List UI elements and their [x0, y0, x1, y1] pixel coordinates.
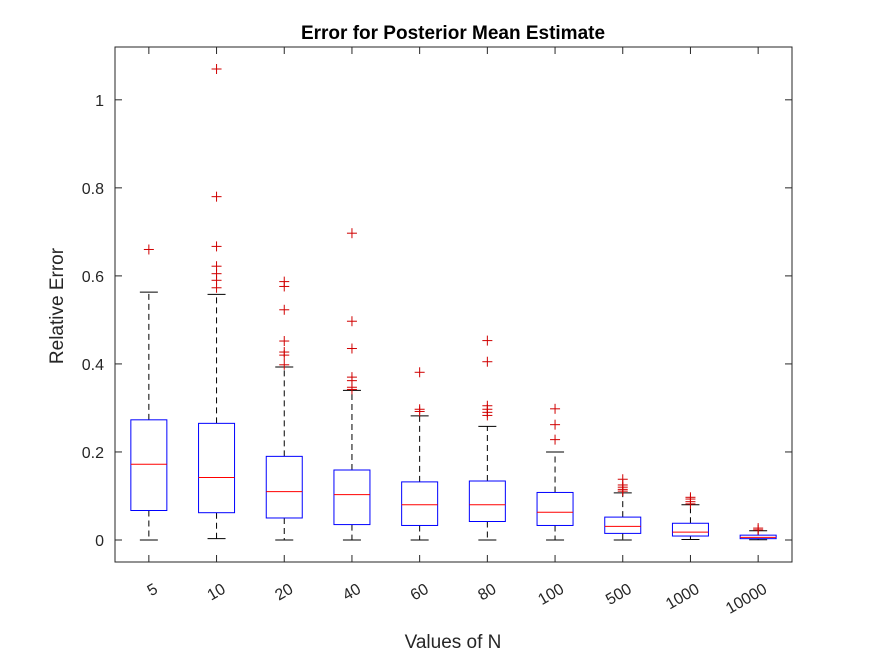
outlier-marker	[211, 261, 222, 272]
outlier-marker	[482, 335, 493, 346]
y-tick-label: 0	[95, 533, 104, 550]
box-500	[604, 474, 642, 541]
y-tick-label: 1	[95, 93, 104, 110]
y-tick-label: 0.8	[82, 181, 104, 198]
outlier-marker	[414, 404, 425, 415]
outlier-marker	[211, 64, 222, 75]
y-tick-label: 0.6	[82, 269, 104, 286]
outlier-marker	[211, 191, 222, 202]
box-5	[130, 244, 168, 541]
outlier-marker	[753, 523, 764, 534]
iqr-box	[604, 516, 642, 534]
x-tick-label: 20	[272, 581, 296, 605]
x-tick-label: 80	[475, 581, 499, 605]
outlier-marker	[550, 419, 561, 430]
box-80	[468, 335, 506, 541]
iqr-box	[198, 422, 236, 514]
x-tick-label: 10	[205, 581, 229, 605]
chart-title: Error for Posterior Mean Estimate	[301, 23, 605, 44]
box-100	[536, 403, 574, 541]
outlier-marker	[211, 241, 222, 252]
box-10000	[739, 523, 777, 541]
iqr-box	[671, 522, 709, 537]
outlier-marker	[346, 316, 357, 327]
outlier-marker	[279, 304, 290, 315]
outlier-marker	[685, 492, 696, 503]
iqr-box	[333, 469, 371, 526]
x-tick-label: 60	[408, 581, 432, 605]
y-tick-label: 0.4	[82, 357, 104, 374]
outlier-marker	[279, 276, 290, 287]
y-tick-label: 0.2	[82, 445, 104, 462]
outlier-marker	[346, 372, 357, 383]
axes-frame	[114, 46, 793, 563]
outlier-marker	[279, 336, 290, 347]
y-axis-label: Relative Error	[47, 247, 68, 364]
outlier-marker	[143, 244, 154, 255]
outlier-marker	[279, 359, 290, 370]
box-60	[401, 367, 439, 541]
box-1000	[671, 492, 709, 541]
x-tick-label: 40	[340, 581, 364, 605]
iqr-box	[401, 481, 439, 526]
outlier-marker	[617, 474, 628, 485]
iqr-box	[468, 480, 506, 523]
outlier-marker	[346, 343, 357, 354]
outlier-marker	[550, 434, 561, 445]
iqr-box	[130, 419, 168, 512]
x-axis-label: Values of N	[405, 632, 502, 653]
box-20	[265, 276, 303, 541]
iqr-box	[265, 455, 303, 519]
iqr-box	[536, 491, 574, 526]
outlier-marker	[346, 228, 357, 239]
outlier-marker	[482, 400, 493, 411]
outlier-marker	[414, 367, 425, 378]
box-10	[198, 64, 236, 540]
outlier-marker	[482, 356, 493, 367]
outlier-marker	[279, 347, 290, 358]
box-40	[333, 228, 371, 541]
outlier-marker	[550, 403, 561, 414]
plot-area: 00.20.40.60.815 10 20 40 60 80 100 500 1000 10000	[82, 46, 793, 618]
